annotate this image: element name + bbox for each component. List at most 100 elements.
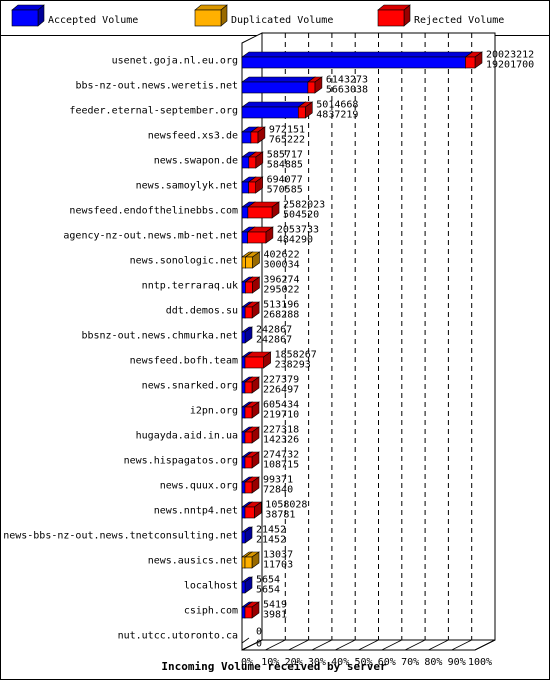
floor-tick-60 (381, 639, 402, 651)
rejected-bar-front (248, 156, 257, 169)
total-value-label: 5654 (256, 575, 280, 586)
server-label: news.nntp4.net (154, 506, 238, 517)
rejected-bar (247, 151, 264, 169)
total-value-label: 694077 (267, 175, 303, 186)
accepted-bar-front (241, 331, 246, 344)
total-value-label: 20023212 (486, 50, 534, 61)
rejected-bar-front (244, 381, 253, 394)
server-label: feeder.eternal-september.org (69, 106, 238, 117)
accepted-bar-front (241, 81, 309, 94)
accepted-bar-front (241, 56, 466, 69)
total-value-label: 99371 (263, 475, 293, 486)
accepted-bar (241, 326, 253, 344)
legend-swatch-1-front (11, 9, 39, 27)
x-tick-label: 90% (448, 657, 466, 668)
total-value-label: 242867 (256, 325, 292, 336)
accepted-value-label: 570585 (267, 185, 303, 196)
floor-tick-30 (311, 639, 333, 651)
bar-row: bbs-nz-out.news.weretis.net 6143273566303… (75, 75, 368, 96)
total-value-label: 13037 (263, 550, 293, 561)
x-tick-label: 60% (378, 657, 396, 668)
accepted-bar-front (241, 431, 246, 444)
total-value-label: 605434 (263, 400, 299, 411)
rejected-bar (297, 101, 314, 119)
floor-tick-100 (474, 639, 496, 651)
rejected-bar-front (244, 606, 253, 619)
floor-tick-20 (288, 639, 309, 651)
floor-tick-40 (335, 639, 356, 651)
rejected-bar (244, 426, 260, 444)
accepted-value-label: 219710 (263, 410, 299, 421)
floor-tick-10 (265, 639, 286, 651)
total-value-label: 513196 (263, 300, 299, 311)
accepted-bar-front (241, 506, 246, 519)
accepted-value-label: 226497 (263, 385, 299, 396)
accepted-bar-front (241, 306, 246, 319)
accepted-bar-front (241, 606, 246, 619)
accepted-value-label: 584885 (267, 160, 303, 171)
server-label: news.sonologic.net (130, 256, 238, 267)
rejected-bar-front (307, 81, 316, 94)
legend-swatch-3 (377, 4, 411, 27)
rejected-bar-front (244, 306, 253, 319)
x-tick-label: 10% (261, 657, 279, 668)
accepted-bar-front (241, 481, 246, 494)
accepted-value-label: 484290 (277, 235, 313, 246)
accepted-bar-front (241, 381, 246, 394)
accepted-value-label: 242867 (256, 335, 292, 346)
bar-row: newsfeed.endofthelinebbs.com 258202350452… (69, 200, 325, 221)
accepted-value-label: 5663038 (326, 85, 368, 96)
accepted-bar-front (241, 131, 252, 144)
server-label: news.samoylyk.net (136, 181, 238, 192)
accepted-value-label: 3981 (263, 610, 287, 621)
total-value-label: 227379 (263, 375, 299, 386)
rejected-bar (244, 601, 260, 619)
accepted-value-label: 238293 (275, 360, 311, 371)
accepted-bar-front (241, 156, 250, 169)
accepted-bar-top (241, 76, 316, 83)
total-value-label: 585717 (267, 150, 303, 161)
accepted-bar-front (241, 231, 248, 244)
rejected-bar-front (244, 556, 253, 569)
server-label: newsfeed.xs3.de (148, 131, 238, 142)
legend-swatch-1 (11, 4, 45, 27)
legend-label-3: Rejected Volume (414, 15, 504, 26)
accepted-value-label: 19201700 (486, 60, 534, 71)
total-value-label: 396274 (263, 275, 299, 286)
bar-row: news-bbs-nz-out.news.tnetconsulting.net 2… (3, 525, 286, 546)
accepted-value-label: 72840 (263, 485, 293, 496)
server-label: news.hispagatos.org (124, 456, 238, 467)
rejected-bar-front (297, 106, 306, 119)
server-label: nntp.terraraq.uk (142, 281, 238, 292)
floor-tick-80 (428, 639, 449, 651)
total-value-label: 5419 (263, 600, 287, 611)
rejected-bar (249, 126, 266, 144)
rejected-bar-front (245, 256, 253, 269)
accepted-value-label: 11703 (263, 560, 293, 571)
server-label: localhost (184, 581, 238, 592)
accepted-bar-front (241, 581, 246, 594)
rejected-bar (244, 451, 260, 469)
x-tick-label: 100% (468, 657, 492, 668)
server-label: newsfeed.endofthelinebbs.com (69, 206, 238, 217)
accepted-bar (241, 101, 307, 119)
server-label: news.snarked.org (142, 381, 238, 392)
bar-row: agency-nz-out.news.mb-net.net 20537334842… (63, 225, 319, 246)
accepted-value-label: 4837219 (316, 110, 358, 121)
accepted-bar-front (241, 356, 246, 369)
accepted-value-label: 295022 (263, 285, 299, 296)
accepted-bar-front (241, 556, 246, 569)
legend-label-2: Duplicated Volume (231, 15, 333, 26)
accepted-value-label: 504520 (283, 210, 319, 221)
rejected-bar-front (244, 456, 253, 469)
rejected-bar (244, 401, 260, 419)
accepted-value-label: 268288 (263, 310, 299, 321)
